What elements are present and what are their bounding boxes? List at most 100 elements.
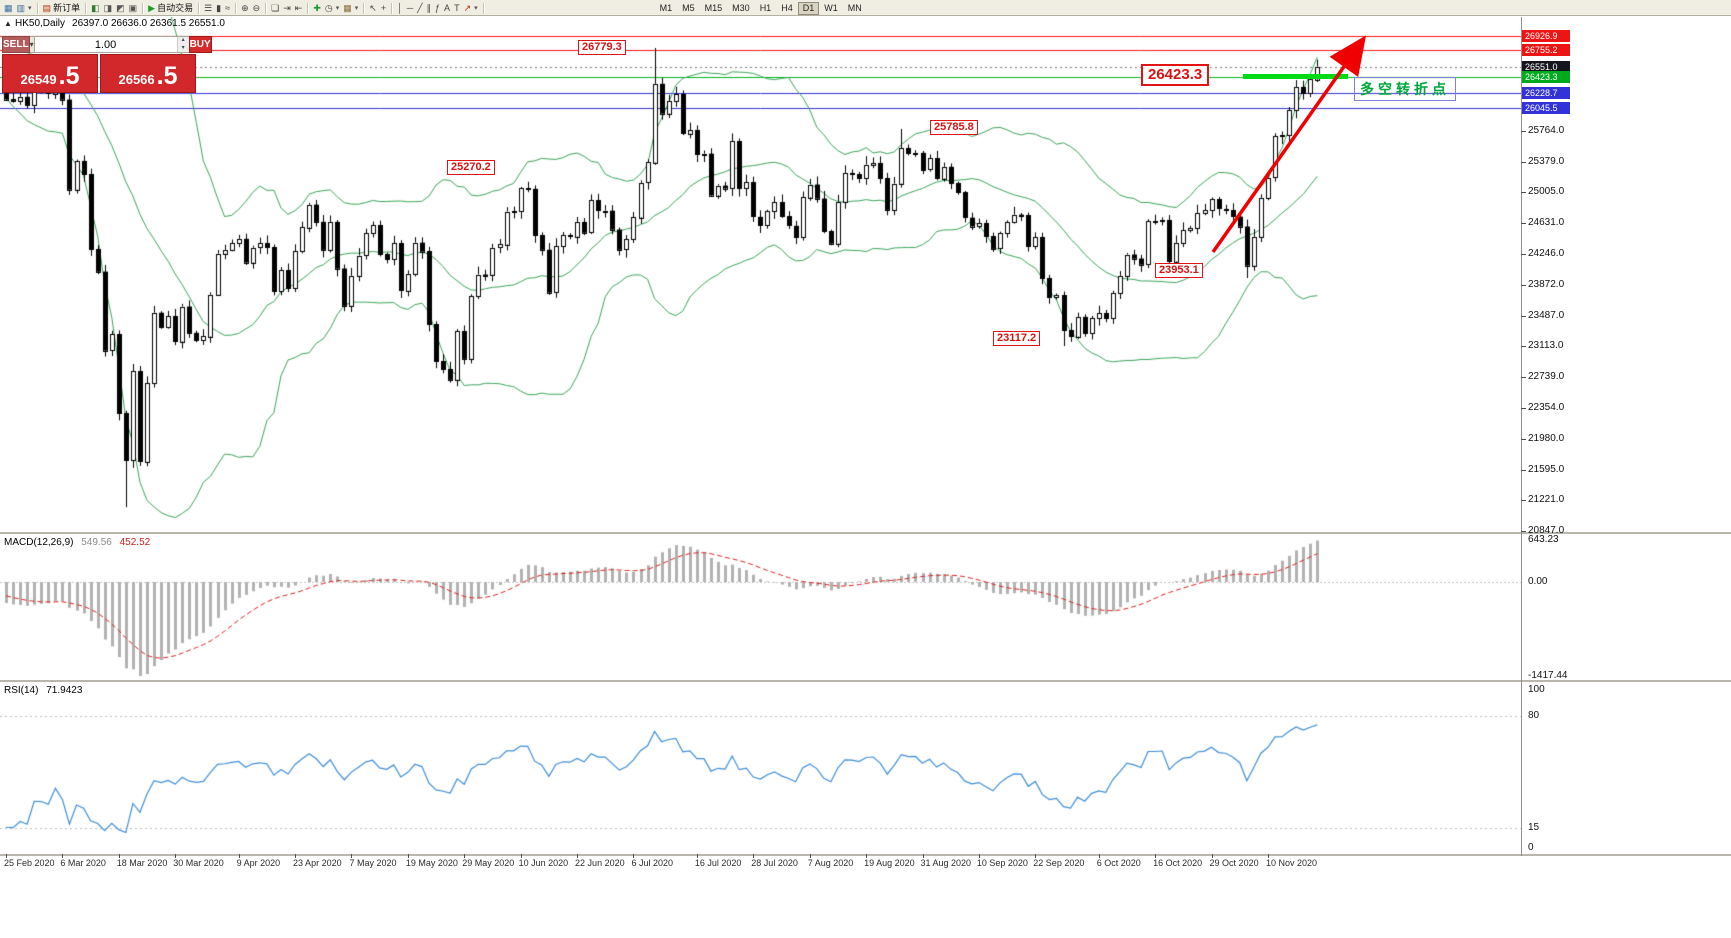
timeframe-toolbar: M1 M5 M15 M30 H1 H4 D1 W1 MN <box>655 1 867 15</box>
text-button[interactable]: A <box>442 2 452 15</box>
terminal-button[interactable]: ▣ <box>127 2 140 15</box>
sell-price-frac: .5 <box>58 62 80 90</box>
text-label-button[interactable]: T <box>452 2 462 15</box>
toolbar-separator <box>307 2 309 14</box>
line-chart-button[interactable]: ≈ <box>223 2 232 15</box>
price-axis-label: 23872.0 <box>1528 278 1565 290</box>
date-axis-label: 10 Sep 2020 <box>976 858 1028 868</box>
date-axis-label: 7 May 2020 <box>349 858 397 868</box>
date-axis-label: 22 Jun 2020 <box>575 858 625 868</box>
zoom-out-icon: ⊖ <box>252 2 261 13</box>
macd-main-value: 549.56 <box>81 537 112 548</box>
date-tick-mark <box>295 854 296 858</box>
date-axis-label: 6 Oct 2020 <box>1096 858 1141 868</box>
panel-separator[interactable] <box>0 680 1731 682</box>
rsi-indicator-label: RSI(14) 71.9423 <box>4 685 82 696</box>
arrows-button[interactable]: ↗ ▾ <box>462 2 480 15</box>
market-watch-button[interactable]: ◧ <box>89 2 102 15</box>
vertical-line-button[interactable]: │ <box>395 2 405 15</box>
buy-button[interactable]: BUY <box>188 36 212 53</box>
toolbar-separator <box>235 2 237 14</box>
timeframe-M30[interactable]: M30 <box>727 2 755 15</box>
timeframe-W1[interactable]: W1 <box>819 2 843 15</box>
price-callout: 25270.2 <box>447 160 495 175</box>
panel-separator[interactable] <box>0 532 1731 534</box>
caret-down-icon: ▾ <box>474 5 478 12</box>
data-window-button[interactable]: ◨ <box>102 2 115 15</box>
buy-price-main: 26566 <box>118 72 155 87</box>
price-axis-box: 26045.5 <box>1522 101 1570 114</box>
sell-button[interactable]: SELL <box>2 36 30 53</box>
price-callout: 26779.3 <box>578 40 626 55</box>
indicators-icon: ✚ <box>313 2 321 13</box>
date-tick-mark <box>1268 854 1269 858</box>
timeframe-M15[interactable]: M15 <box>700 2 728 15</box>
autotrading-button[interactable]: ▶ 自动交易 <box>146 2 195 15</box>
equidistant-channel-icon: ∥ <box>426 2 432 13</box>
date-tick-mark <box>633 854 634 858</box>
navigator-button[interactable]: ◩ <box>114 2 127 15</box>
timeframe-MN[interactable]: MN <box>843 2 867 15</box>
price-axis-box: 26228.7 <box>1522 86 1570 99</box>
date-axis-label: 30 Mar 2020 <box>173 858 224 868</box>
price-axis-label: 21221.0 <box>1528 494 1565 506</box>
trade-options-caret-icon[interactable]: ▾ <box>29 36 35 53</box>
date-tick-mark <box>923 854 924 858</box>
date-axis-label: 10 Nov 2020 <box>1265 858 1317 868</box>
toolbar: ▦ ▥ ▾ ▤ 新订单 ◧ ◨ ◩ ▣ ▶ 自动交易 ☰ ▮ ≈ ⊕ ⊖ ❏ ⇥ ⇤ ✚ ◷ ▾ ▦ ▾ ↖ + │ ─ ╱ ∥ ƒ A T ↗ ▾… <box>0 0 1731 16</box>
crosshair-icon: + <box>380 2 387 13</box>
price-callout: 25785.8 <box>930 120 978 135</box>
date-axis-label: 25 Feb 2020 <box>4 858 55 868</box>
macd-panel-canvas[interactable] <box>0 534 1521 680</box>
crosshair-button[interactable]: + <box>379 2 388 15</box>
profiles-button[interactable]: ▥ ▾ <box>15 2 34 15</box>
macd-signal-value: 452.52 <box>119 537 151 548</box>
price-axis-label: 23113.0 <box>1528 340 1564 352</box>
chart-shift-button[interactable]: ⇤ <box>293 2 305 15</box>
indicators-button[interactable]: ✚ <box>311 2 323 15</box>
bar-chart-button[interactable]: ☰ <box>202 2 214 15</box>
buy-price-frac: .5 <box>156 62 178 90</box>
chart-shift-icon: ⇤ <box>294 2 303 13</box>
tile-windows-button[interactable]: ❏ <box>269 2 281 15</box>
periods-button[interactable]: ◷ ▾ <box>323 2 341 15</box>
fibonacci-icon: ƒ <box>435 2 441 13</box>
line-chart-icon: ≈ <box>225 2 231 13</box>
spinner-up-icon[interactable]: ▴ <box>177 37 189 45</box>
spinner-down-icon[interactable]: ▾ <box>177 44 189 52</box>
auto-scroll-button[interactable]: ⇥ <box>281 2 293 15</box>
new-chart-button[interactable]: ▦ <box>2 2 15 15</box>
support-zone-line <box>1243 74 1348 80</box>
price-tick-mark <box>1521 470 1526 471</box>
trendline-button[interactable]: ╱ <box>415 2 424 15</box>
rsi-panel-canvas[interactable] <box>0 682 1521 854</box>
fibonacci-button[interactable]: ƒ <box>433 2 442 15</box>
timeframe-H1[interactable]: H1 <box>755 2 777 15</box>
cursor-button[interactable]: ↖ <box>367 2 379 15</box>
terminal-icon: ▣ <box>128 2 138 13</box>
timeframe-H4[interactable]: H4 <box>776 2 798 15</box>
sell-price-button[interactable]: 26549.5 <box>2 54 98 93</box>
timeframe-M1[interactable]: M1 <box>655 2 678 15</box>
new-order-button[interactable]: ▤ 新订单 <box>41 2 83 15</box>
panel-separator[interactable] <box>0 854 1731 856</box>
date-axis-label: 9 Apr 2020 <box>236 858 281 868</box>
main-chart-canvas[interactable] <box>0 17 1521 532</box>
price-tick-mark <box>1521 223 1526 224</box>
zoom-out-button[interactable]: ⊖ <box>251 2 263 15</box>
horizontal-line-button[interactable]: ─ <box>405 2 415 15</box>
zoom-in-button[interactable]: ⊕ <box>239 2 251 15</box>
equidistant-channel-button[interactable]: ∥ <box>425 2 434 15</box>
timeframe-M5[interactable]: M5 <box>677 2 700 15</box>
volume-input[interactable] <box>34 37 177 52</box>
date-axis-label: 18 Mar 2020 <box>116 858 168 868</box>
buy-price-button[interactable]: 26566.5 <box>100 54 196 93</box>
templates-button[interactable]: ▦ ▾ <box>341 2 360 15</box>
timeframe-D1[interactable]: D1 <box>797 1 820 15</box>
chart-window-icon: ▲ <box>4 19 12 28</box>
autotrading-label: 自动交易 <box>157 2 194 13</box>
new-order-icon: ▤ <box>42 2 52 13</box>
candlestick-chart-button[interactable]: ▮ <box>214 2 223 15</box>
date-tick-mark <box>577 854 578 858</box>
date-tick-mark <box>351 854 352 858</box>
